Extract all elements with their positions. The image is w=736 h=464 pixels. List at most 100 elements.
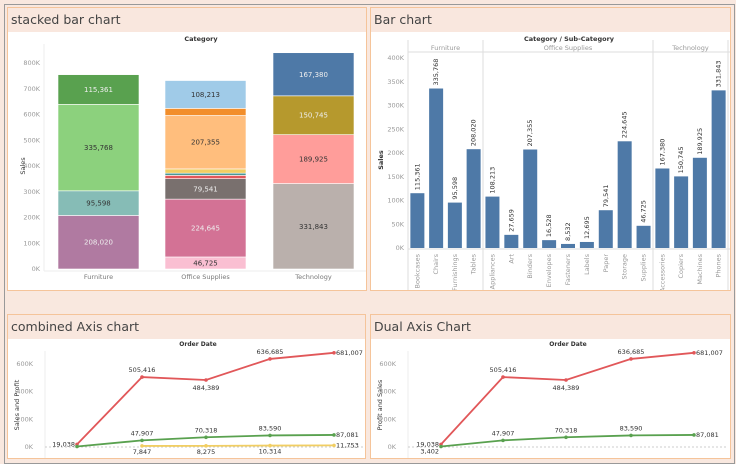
bar xyxy=(485,196,500,248)
segment-label: 46,725 xyxy=(193,259,218,267)
data-point xyxy=(75,444,79,449)
data-point xyxy=(140,438,144,443)
x-tick-label: Paper xyxy=(602,254,610,273)
bar-value-label: 224,645 xyxy=(621,111,629,138)
data-point xyxy=(564,378,568,382)
data-label: 19,038 xyxy=(416,440,439,448)
stack-segment xyxy=(272,134,355,184)
x-tick-label: Fasteners xyxy=(564,253,572,285)
stack-segment xyxy=(272,95,355,135)
bar-chart: Category / Sub-Category Sales 0K 50K 100K 150… xyxy=(377,35,730,291)
x-tick-label: Chairs xyxy=(432,253,440,274)
panel-title: stacked bar chart xyxy=(8,8,366,32)
stack-segment xyxy=(164,172,247,176)
y-tick-label: 600K xyxy=(379,360,396,368)
group-label: Furniture xyxy=(431,44,460,52)
y-tick-label: 250K xyxy=(387,125,404,133)
bar-value-label: 115,361 xyxy=(413,163,421,190)
bar-value-label: 208,020 xyxy=(470,119,478,146)
data-point xyxy=(332,443,336,448)
bar xyxy=(447,202,462,248)
bar-value-label: 167,380 xyxy=(658,139,666,166)
x-tick-label: Office Supplies xyxy=(181,273,230,281)
bar xyxy=(579,241,594,248)
y-tick-label: 150K xyxy=(387,173,404,181)
data-label: 47,907 xyxy=(131,429,154,437)
bar-value-label: 79,541 xyxy=(602,184,610,207)
bar-value-label: 189,925 xyxy=(696,128,704,155)
stacked-bar-chart: Category Sales 0K 100K 200K 300K 400K 500K 600K 7… xyxy=(19,35,366,281)
data-label: 3,402 xyxy=(420,448,439,456)
x-tick-label: Envelopes xyxy=(545,253,553,287)
data-label: 70,318 xyxy=(555,426,578,434)
y-tick-label: 0K xyxy=(25,443,34,451)
y-tick-label: 700K xyxy=(23,85,40,93)
segment-label: 79,541 xyxy=(193,185,218,193)
segment-label: 208,020 xyxy=(84,239,113,247)
data-point xyxy=(692,350,696,355)
stack-segment xyxy=(164,175,247,179)
y-tick-label: 500K xyxy=(23,136,40,144)
panel-title: combined Axis chart xyxy=(8,315,365,339)
y-tick-label: 200K xyxy=(387,149,404,157)
bar xyxy=(711,90,726,248)
stack-segment xyxy=(164,115,247,170)
dual-axis-chart: Order Date Profit and Sales 0K 200K 400K 600K… xyxy=(376,341,726,458)
y-tick-label: 350K xyxy=(387,78,404,86)
data-label: 505,416 xyxy=(129,366,156,374)
bar xyxy=(429,88,444,249)
data-point xyxy=(332,433,336,437)
y-tick-label: 400K xyxy=(16,388,33,396)
x-tick-label: Bookcases xyxy=(413,253,421,288)
x-tick-label: Phones xyxy=(715,253,723,277)
segment-label: 207,355 xyxy=(191,139,220,147)
data-point xyxy=(501,438,505,443)
y-tick-label: 50K xyxy=(391,220,404,228)
data-point xyxy=(268,443,272,448)
data-point xyxy=(204,444,208,448)
bar xyxy=(504,234,519,248)
bar-value-label: 27,659 xyxy=(507,209,515,232)
stack-segment xyxy=(57,190,140,216)
x-tick-label: Tables xyxy=(470,253,478,275)
x-tick-label: Accessories xyxy=(658,253,666,291)
segment-label: 224,645 xyxy=(191,225,220,233)
data-label: 47,907 xyxy=(492,429,515,437)
y-tick-label: 100K xyxy=(387,197,404,205)
bar-value-label: 150,745 xyxy=(677,147,685,174)
data-label: 87,081 xyxy=(696,431,719,439)
data-point xyxy=(439,444,443,449)
data-point xyxy=(140,375,144,379)
combined-axis-panel: combined Axis chart Order Date Sales and … xyxy=(7,314,366,459)
y-axis-label: Sales and Profit xyxy=(13,379,21,430)
x-tick-label: Furniture xyxy=(84,273,113,281)
data-label: 681,007 xyxy=(336,349,363,357)
group-label: Office Supplies xyxy=(544,44,593,52)
stack-segment xyxy=(272,52,355,97)
y-tick-label: 300K xyxy=(387,102,404,110)
bar-value-label: 108,213 xyxy=(488,167,496,194)
bar xyxy=(466,149,481,248)
segment-label: 189,925 xyxy=(299,156,328,164)
y-axis-label: Profit and Sales xyxy=(376,379,384,430)
chart-title: Order Date xyxy=(549,341,586,348)
stack-segment xyxy=(57,215,140,270)
bar xyxy=(674,176,689,248)
data-point xyxy=(629,357,633,361)
data-point xyxy=(692,433,696,437)
stack-segment xyxy=(57,74,140,105)
stack-segment xyxy=(164,80,247,109)
x-tick-label: Art xyxy=(507,254,515,264)
data-label: 7,847 xyxy=(133,448,152,456)
stack-segment xyxy=(272,183,355,270)
x-tick-label: Machines xyxy=(696,253,704,284)
data-label: 87,081 xyxy=(336,431,359,439)
data-label: 10,314 xyxy=(259,448,282,456)
data-label: 484,389 xyxy=(553,384,580,392)
chart-title: Category / Sub-Category xyxy=(524,35,615,43)
y-tick-label: 100K xyxy=(23,239,40,247)
y-tick-label: 300K xyxy=(23,188,40,196)
data-point xyxy=(268,433,272,438)
y-tick-label: 0K xyxy=(396,244,405,252)
bar-chart-panel: Bar chart Category / Sub-Category Sales 0K… xyxy=(370,7,731,291)
